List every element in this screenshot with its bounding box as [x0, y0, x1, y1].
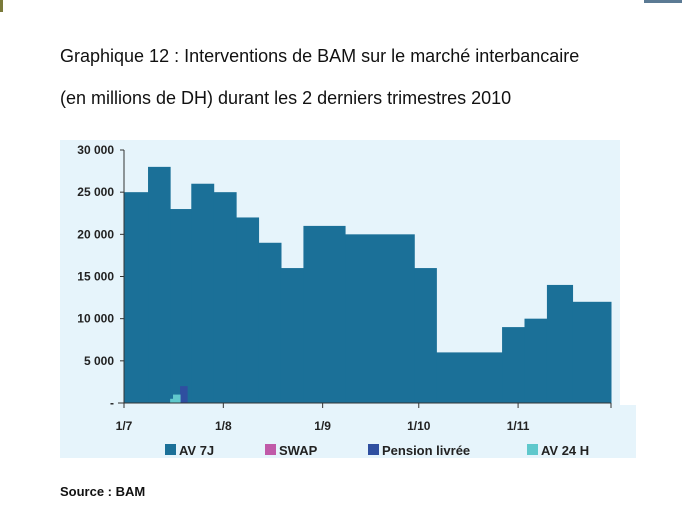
chart-title-line1: Graphique 12 : Interventions de BAM sur …	[60, 46, 580, 66]
legend-swatch	[368, 444, 379, 455]
bar-av-24-h	[173, 394, 181, 403]
source-note: Source : BAM	[60, 484, 146, 499]
y-tick-label: -	[110, 396, 114, 410]
bar-av-7j	[280, 268, 304, 403]
bar-av-7j	[524, 318, 548, 403]
bar-av-24-h	[170, 398, 174, 403]
chart-title-line2: (en millions de DH) durant les 2 dernier…	[60, 88, 512, 108]
bar-av-7j	[502, 327, 525, 403]
legend-label: Pension livrée	[382, 443, 470, 458]
legend-label: AV 7J	[179, 443, 214, 458]
bar-av-7j	[236, 217, 260, 403]
legend-label: SWAP	[279, 443, 318, 458]
bar-av-7j	[148, 166, 171, 403]
y-tick-label: 30 000	[77, 143, 114, 157]
x-tick-label: 1/9	[314, 419, 331, 433]
y-tick-label: 5 000	[84, 354, 114, 368]
bar-av-7j	[436, 352, 503, 403]
x-tick-label: 1/10	[407, 419, 431, 433]
legend-swatch	[265, 444, 276, 455]
corner-mark	[644, 0, 682, 3]
corner-mark	[0, 0, 3, 12]
x-tick-label: 1/8	[215, 419, 232, 433]
y-tick-label: 20 000	[77, 227, 114, 241]
bar-av-7j	[345, 234, 415, 403]
bar-av-7j	[170, 209, 192, 403]
bar-pension-livrée	[180, 386, 188, 403]
legend-label: AV 24 H	[541, 443, 589, 458]
legend-swatch	[165, 444, 176, 455]
bar-av-7j	[546, 284, 574, 403]
bar-av-7j	[572, 301, 612, 403]
y-tick-label: 25 000	[77, 185, 114, 199]
y-tick-label: 10 000	[77, 312, 114, 326]
legend-swatch	[527, 444, 538, 455]
legend-background	[60, 405, 636, 458]
bar-av-7j	[414, 268, 437, 403]
y-tick-label: 15 000	[77, 270, 114, 284]
bar-av-7j	[191, 183, 215, 403]
bar-av-7j	[258, 242, 282, 403]
bar-av-7j	[213, 192, 237, 403]
x-tick-label: 1/11	[507, 419, 530, 433]
x-tick-label: 1/7	[116, 419, 133, 433]
bar-av-7j	[124, 192, 149, 403]
bar-av-7j	[303, 225, 346, 403]
